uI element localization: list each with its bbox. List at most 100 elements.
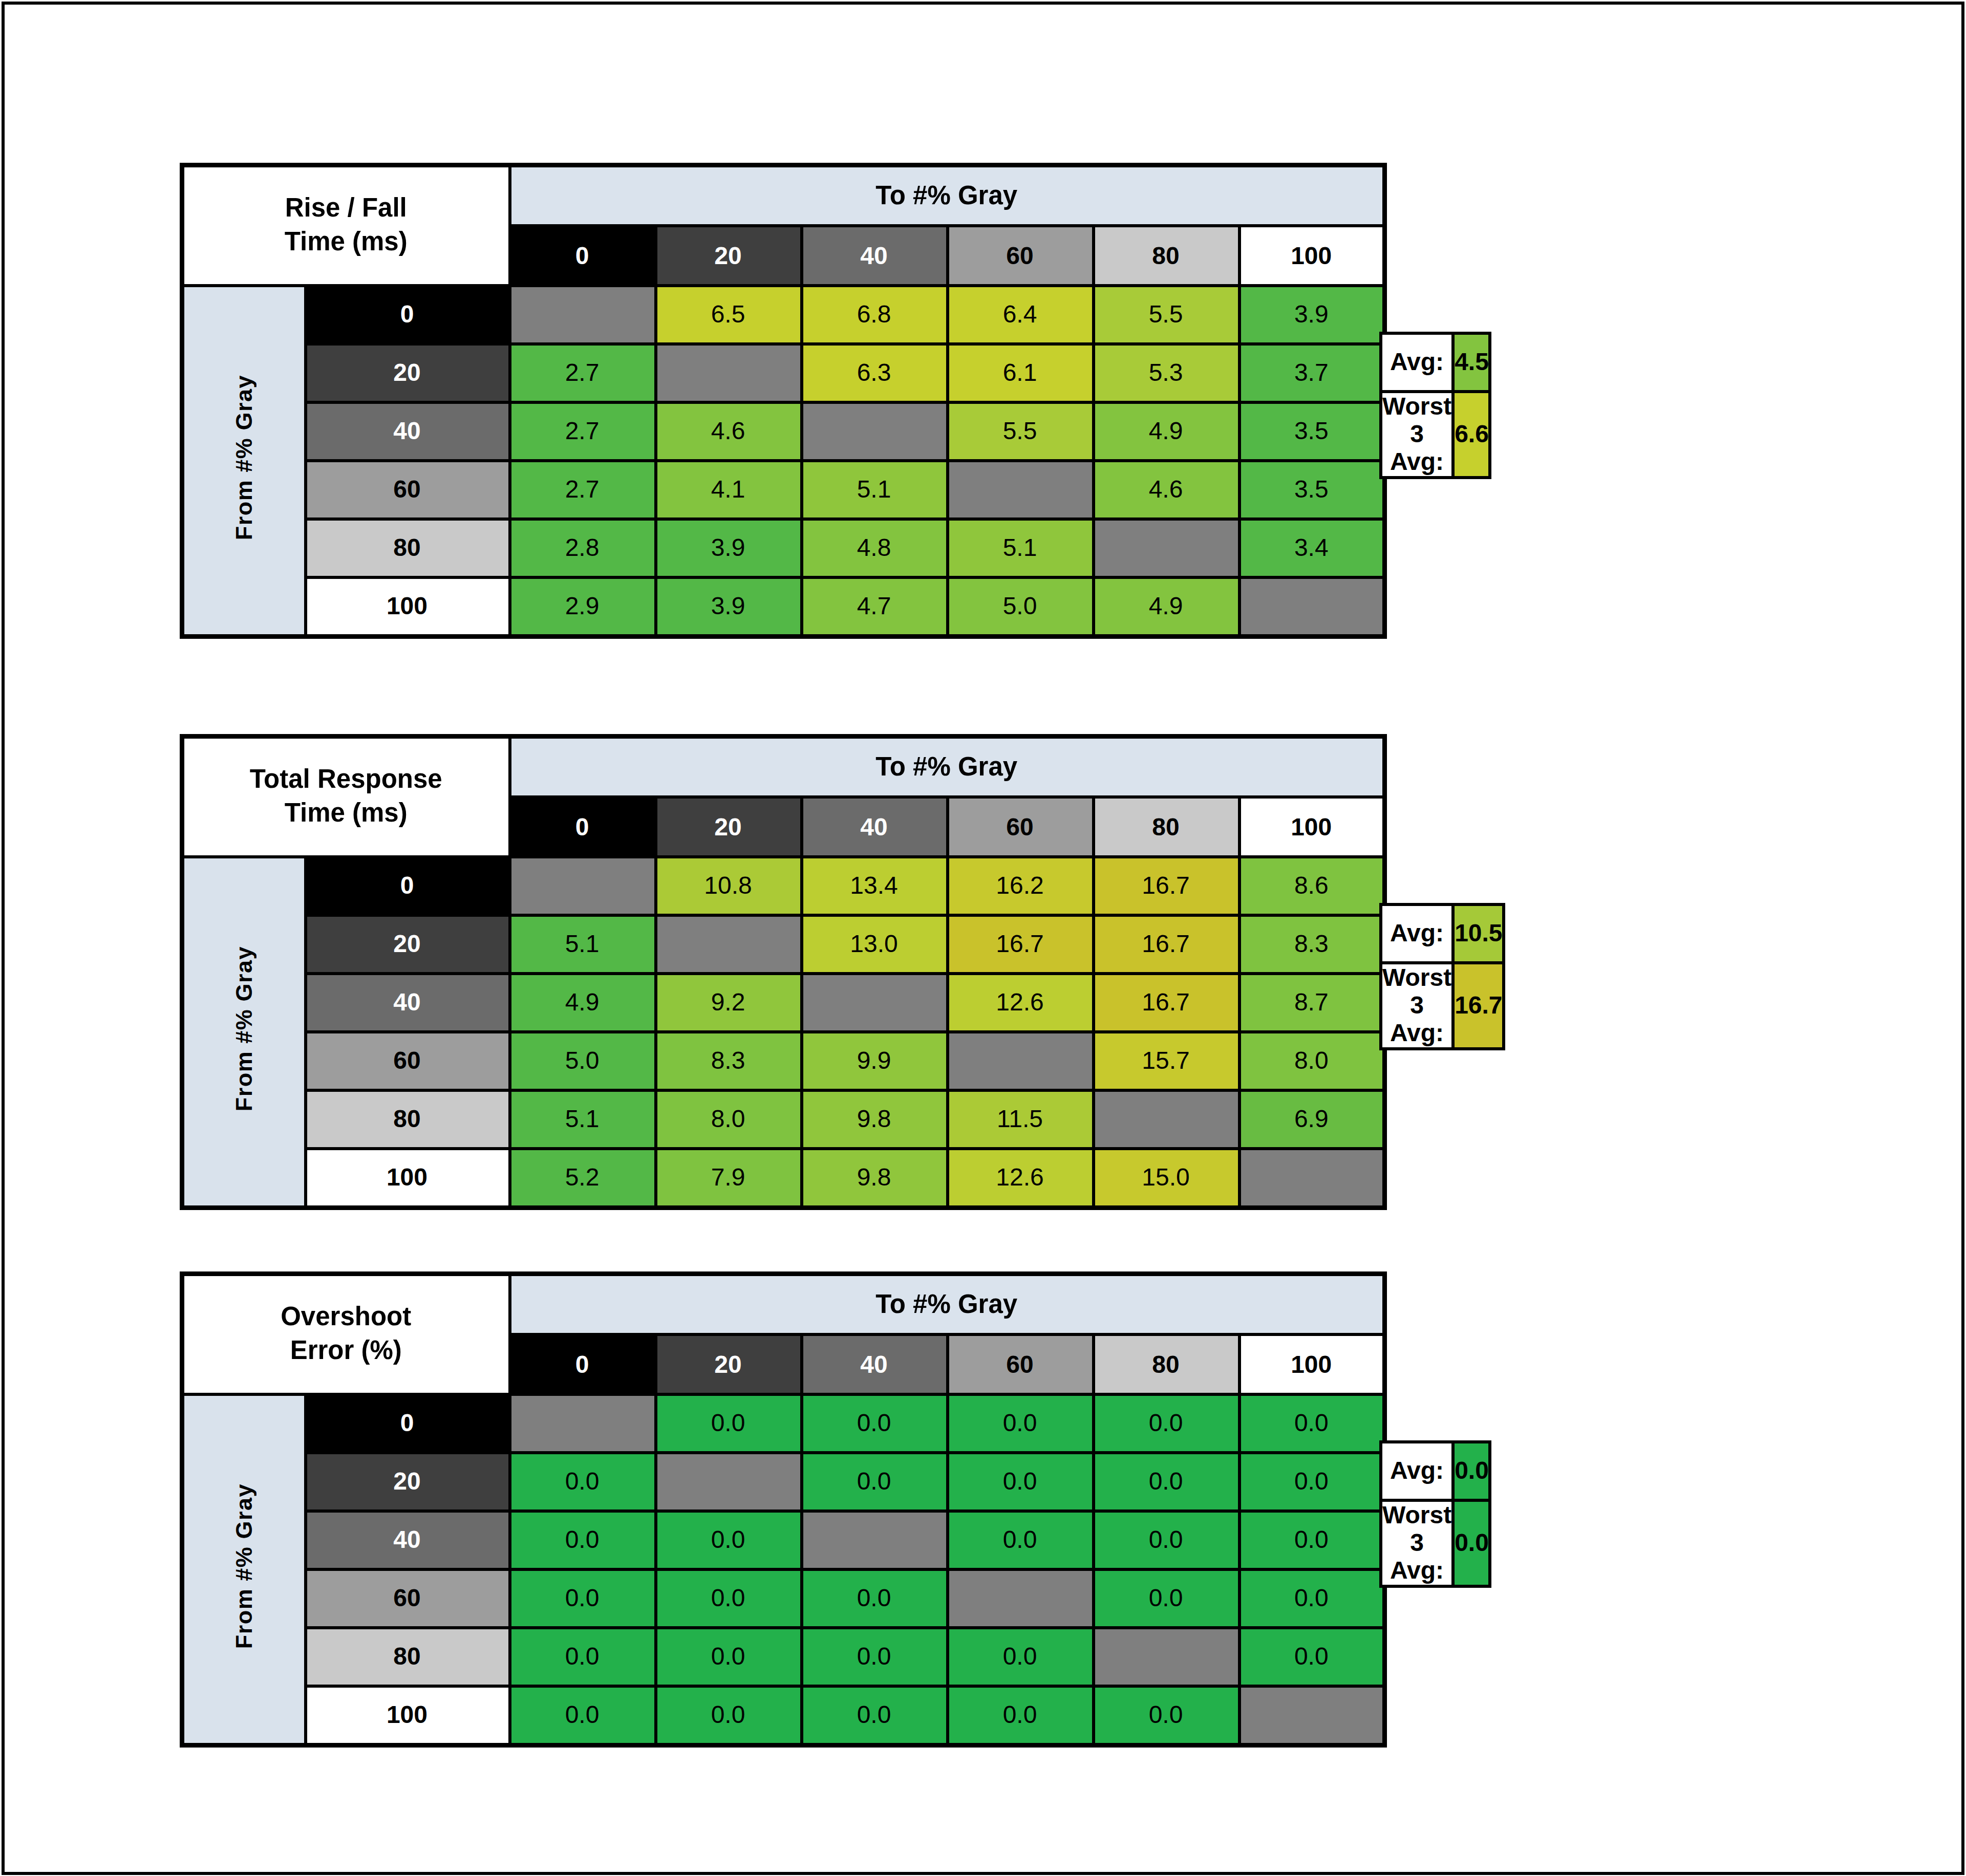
diagonal-cell	[801, 1511, 947, 1569]
col-level-header-0: 0	[509, 1334, 655, 1394]
value-cell-40-to-100: 3.5	[1239, 402, 1385, 461]
value-cell-0-to-80: 16.7	[1093, 857, 1239, 915]
value-cell-80-to-40: 9.8	[801, 1090, 947, 1149]
value-cell-100-to-60: 12.6	[947, 1149, 1093, 1208]
value-cell-100-to-20: 3.9	[655, 577, 801, 637]
row-level-header-40: 40	[305, 974, 509, 1032]
value-cell-80-to-40: 4.8	[801, 519, 947, 577]
row-level-header-100: 100	[305, 577, 509, 637]
col-level-header-60: 60	[947, 1334, 1093, 1394]
value-cell-40-to-0: 4.9	[509, 974, 655, 1032]
col-level-header-80: 80	[1093, 797, 1239, 857]
worst3-avg-label: Worst 3 Avg:	[1381, 392, 1453, 478]
value-cell-20-to-80: 16.7	[1093, 915, 1239, 974]
value-cell-40-to-20: 9.2	[655, 974, 801, 1032]
value-cell-80-to-100: 6.9	[1239, 1090, 1385, 1149]
value-cell-100-to-0: 0.0	[509, 1686, 655, 1745]
from-gray-label-text: From #% Gray	[231, 1483, 257, 1649]
value-cell-40-to-100: 8.7	[1239, 974, 1385, 1032]
value-cell-20-to-0: 2.7	[509, 344, 655, 402]
value-cell-80-to-60: 0.0	[947, 1628, 1093, 1686]
table-title-line1: Overshoot	[184, 1301, 508, 1334]
overshoot-grid: OvershootError (%)To #% Gray020406080100…	[180, 1271, 1387, 1748]
value-cell-40-to-60: 12.6	[947, 974, 1093, 1032]
value-cell-100-to-80: 15.0	[1093, 1149, 1239, 1208]
col-level-header-100: 100	[1239, 226, 1385, 286]
value-cell-0-to-40: 13.4	[801, 857, 947, 915]
diagonal-cell	[1093, 519, 1239, 577]
value-cell-80-to-20: 0.0	[655, 1628, 801, 1686]
avg-value: 0.0	[1453, 1442, 1490, 1500]
row-level-header-0: 0	[305, 1394, 509, 1453]
row-level-header-80: 80	[305, 1628, 509, 1686]
col-level-header-60: 60	[947, 797, 1093, 857]
worst3-avg-label: Worst 3 Avg:	[1381, 963, 1453, 1049]
from-gray-label: From #% Gray	[182, 286, 305, 637]
table-title-line2: Time (ms)	[184, 797, 508, 831]
diagonal-cell	[655, 1453, 801, 1511]
row-level-header-60: 60	[305, 1569, 509, 1628]
value-cell-60-to-40: 9.9	[801, 1032, 947, 1090]
value-cell-100-to-0: 2.9	[509, 577, 655, 637]
value-cell-60-to-40: 0.0	[801, 1569, 947, 1628]
value-cell-40-to-80: 0.0	[1093, 1511, 1239, 1569]
total-response-grid: Total ResponseTime (ms)To #% Gray0204060…	[180, 734, 1387, 1210]
total-response-summary-grid: Avg:10.5Worst 3 Avg:16.7	[1379, 903, 1506, 1050]
diagonal-cell	[509, 286, 655, 344]
value-cell-0-to-100: 8.6	[1239, 857, 1385, 915]
value-cell-0-to-60: 16.2	[947, 857, 1093, 915]
value-cell-20-to-40: 13.0	[801, 915, 947, 974]
overshoot-summary-grid: Avg:0.0Worst 3 Avg:0.0	[1379, 1440, 1492, 1588]
row-level-header-0: 0	[305, 286, 509, 344]
value-cell-20-to-60: 0.0	[947, 1453, 1093, 1511]
value-cell-60-to-0: 0.0	[509, 1569, 655, 1628]
worst3-avg-value: 16.7	[1453, 963, 1504, 1049]
col-level-header-0: 0	[509, 797, 655, 857]
value-cell-100-to-0: 5.2	[509, 1149, 655, 1208]
worst3-avg-value: 6.6	[1453, 392, 1490, 478]
value-cell-80-to-20: 8.0	[655, 1090, 801, 1149]
value-cell-0-to-80: 0.0	[1093, 1394, 1239, 1453]
value-cell-40-to-20: 4.6	[655, 402, 801, 461]
diagonal-cell	[1239, 1149, 1385, 1208]
row-level-header-100: 100	[305, 1149, 509, 1208]
value-cell-20-to-60: 16.7	[947, 915, 1093, 974]
value-cell-40-to-100: 0.0	[1239, 1511, 1385, 1569]
avg-label: Avg:	[1381, 333, 1453, 392]
value-cell-100-to-40: 0.0	[801, 1686, 947, 1745]
value-cell-40-to-80: 4.9	[1093, 402, 1239, 461]
table-title-line1: Rise / Fall	[184, 192, 508, 226]
value-cell-60-to-20: 8.3	[655, 1032, 801, 1090]
value-cell-20-to-0: 5.1	[509, 915, 655, 974]
row-level-header-40: 40	[305, 402, 509, 461]
value-cell-20-to-40: 0.0	[801, 1453, 947, 1511]
from-gray-label-text: From #% Gray	[231, 375, 257, 540]
value-cell-60-to-0: 2.7	[509, 461, 655, 519]
diagonal-cell	[655, 344, 801, 402]
value-cell-60-to-40: 5.1	[801, 461, 947, 519]
from-gray-label: From #% Gray	[182, 1394, 305, 1745]
diagonal-cell	[801, 974, 947, 1032]
value-cell-100-to-80: 4.9	[1093, 577, 1239, 637]
value-cell-80-to-0: 2.8	[509, 519, 655, 577]
value-cell-100-to-40: 9.8	[801, 1149, 947, 1208]
value-cell-100-to-60: 5.0	[947, 577, 1093, 637]
value-cell-20-to-80: 5.3	[1093, 344, 1239, 402]
to-gray-header: To #% Gray	[509, 165, 1385, 226]
row-level-header-20: 20	[305, 915, 509, 974]
value-cell-100-to-40: 4.7	[801, 577, 947, 637]
value-cell-0-to-60: 0.0	[947, 1394, 1093, 1453]
value-cell-40-to-60: 0.0	[947, 1511, 1093, 1569]
value-cell-0-to-40: 6.8	[801, 286, 947, 344]
avg-value: 10.5	[1453, 904, 1504, 963]
row-level-header-80: 80	[305, 1090, 509, 1149]
overshoot-title: OvershootError (%)	[182, 1274, 509, 1395]
value-cell-20-to-0: 0.0	[509, 1453, 655, 1511]
value-cell-60-to-100: 0.0	[1239, 1569, 1385, 1628]
rise-fall-summary-grid: Avg:4.5Worst 3 Avg:6.6	[1379, 332, 1492, 479]
value-cell-80-to-0: 5.1	[509, 1090, 655, 1149]
value-cell-0-to-20: 10.8	[655, 857, 801, 915]
value-cell-60-to-20: 4.1	[655, 461, 801, 519]
diagonal-cell	[947, 1032, 1093, 1090]
value-cell-0-to-100: 0.0	[1239, 1394, 1385, 1453]
